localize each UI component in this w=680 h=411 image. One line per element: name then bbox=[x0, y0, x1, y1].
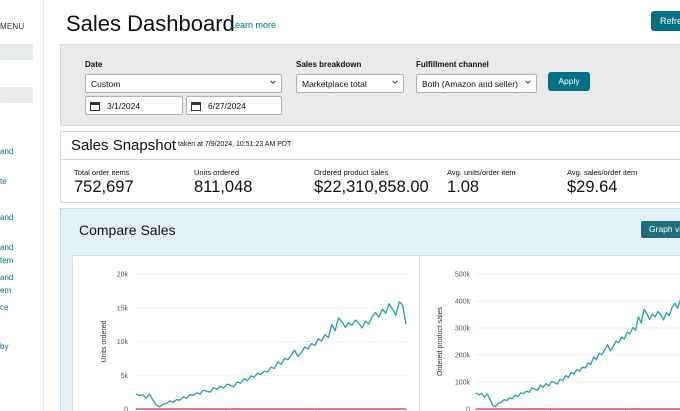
sidebar-link[interactable]: and bbox=[0, 147, 14, 156]
metric-value: 1.08 bbox=[447, 178, 480, 196]
y-axis-label: Ordered product sales bbox=[437, 306, 444, 376]
chevron-down-icon bbox=[392, 80, 398, 84]
menu-label[interactable]: MENU bbox=[0, 22, 25, 31]
metric-label: Avg. units/order item bbox=[447, 168, 516, 177]
date-range-select[interactable]: Custom bbox=[85, 74, 282, 93]
end-date-value: 6/27/2024 bbox=[208, 101, 246, 111]
channel-label: Fulfillment channel bbox=[416, 60, 489, 69]
sidebar-link[interactable]: and bbox=[0, 243, 14, 252]
compare-sales-panel: Compare Sales Graph view 20k 15k 10k 5k 0 Uni… bbox=[60, 208, 680, 411]
compare-title: Compare Sales bbox=[79, 222, 176, 238]
sidebar: MENU and te and and tem and em ce by bbox=[0, 0, 44, 411]
y-tick-label: 500k bbox=[455, 272, 471, 279]
chevron-down-icon bbox=[525, 80, 531, 84]
units-chart-panel: 20k 15k 10k 5k 0 Units ordered bbox=[72, 255, 420, 411]
series-line-current bbox=[135, 301, 407, 408]
metric-label: Units ordered bbox=[194, 168, 240, 177]
y-tick-label: 400k bbox=[455, 299, 471, 306]
y-tick-label: 100k bbox=[455, 380, 471, 387]
calendar-icon bbox=[191, 102, 201, 111]
metric-value: $29.64 bbox=[567, 178, 618, 196]
calendar-icon bbox=[90, 102, 100, 111]
metric-label: Avg. sales/order item bbox=[567, 168, 638, 177]
y-tick-label: 0 bbox=[466, 407, 470, 411]
y-axis-label: Units ordered bbox=[101, 320, 108, 362]
y-tick-label: 20k bbox=[117, 272, 129, 279]
metric-label: Ordered product sales bbox=[314, 168, 389, 177]
sidebar-link[interactable]: ce bbox=[0, 303, 9, 312]
metric-label: Total order items bbox=[74, 168, 130, 177]
sidebar-link[interactable]: by bbox=[0, 342, 9, 351]
ordered-sales-chart: 500k 400k 300k 200k 100k 0 Ordered product sal… bbox=[437, 272, 680, 411]
snapshot-timestamp: taken at 7/9/2024, 10:51:23 AM PDT bbox=[178, 141, 292, 148]
metric-value: 811,048 bbox=[194, 178, 253, 196]
y-tick-label: 200k bbox=[455, 353, 471, 360]
y-tick-label: 300k bbox=[455, 326, 471, 333]
y-tick-label: 15k bbox=[117, 305, 129, 312]
y-tick-label: 5k bbox=[121, 373, 129, 380]
snapshot-title: Sales Snapshot bbox=[71, 137, 177, 154]
sales-snapshot-panel: Sales Snapshot taken at 7/9/2024, 10:51:… bbox=[60, 131, 680, 203]
sidebar-link[interactable]: em bbox=[0, 286, 12, 295]
metric-value: 752,697 bbox=[74, 178, 134, 196]
apply-button[interactable]: Apply bbox=[548, 72, 590, 91]
y-tick-label: 0 bbox=[124, 407, 128, 411]
sales-chart-panel: 500k 400k 300k 200k 100k 0 Ordered product sal… bbox=[419, 255, 680, 411]
start-date-value: 3/1/2024 bbox=[107, 101, 141, 111]
sales-breakdown-select[interactable]: Marketplace total bbox=[296, 74, 404, 93]
graph-view-button[interactable]: Graph view bbox=[641, 221, 680, 238]
page-title: Sales Dashboard bbox=[66, 11, 235, 36]
start-date-field[interactable]: 3/1/2024 bbox=[85, 96, 183, 115]
sidebar-link[interactable]: te bbox=[0, 177, 7, 186]
series-line-current bbox=[475, 299, 680, 408]
sidebar-selected-item[interactable] bbox=[0, 87, 33, 103]
sidebar-search-bar[interactable] bbox=[0, 44, 33, 60]
sidebar-link[interactable]: and bbox=[0, 273, 14, 282]
end-date-field[interactable]: 6/27/2024 bbox=[186, 96, 282, 115]
refresh-button[interactable]: Refresh bbox=[651, 11, 680, 31]
date-label: Date bbox=[85, 60, 103, 69]
learn-more-link[interactable]: Learn more bbox=[230, 20, 277, 30]
breakdown-value: Marketplace total bbox=[302, 79, 367, 89]
metric-value: $22,310,858.00 bbox=[314, 178, 429, 196]
sidebar-link[interactable]: tem bbox=[0, 256, 14, 265]
sidebar-link[interactable]: and bbox=[0, 213, 14, 222]
units-ordered-chart: 20k 15k 10k 5k 0 Units ordered bbox=[101, 272, 407, 411]
y-tick-label: 10k bbox=[117, 339, 129, 346]
fulfillment-channel-select[interactable]: Both (Amazon and seller) bbox=[416, 74, 537, 93]
breakdown-label: Sales breakdown bbox=[296, 60, 362, 69]
divider bbox=[61, 159, 680, 160]
chevron-down-icon bbox=[270, 80, 276, 84]
date-range-value: Custom bbox=[91, 79, 121, 89]
channel-value: Both (Amazon and seller) bbox=[422, 79, 518, 89]
